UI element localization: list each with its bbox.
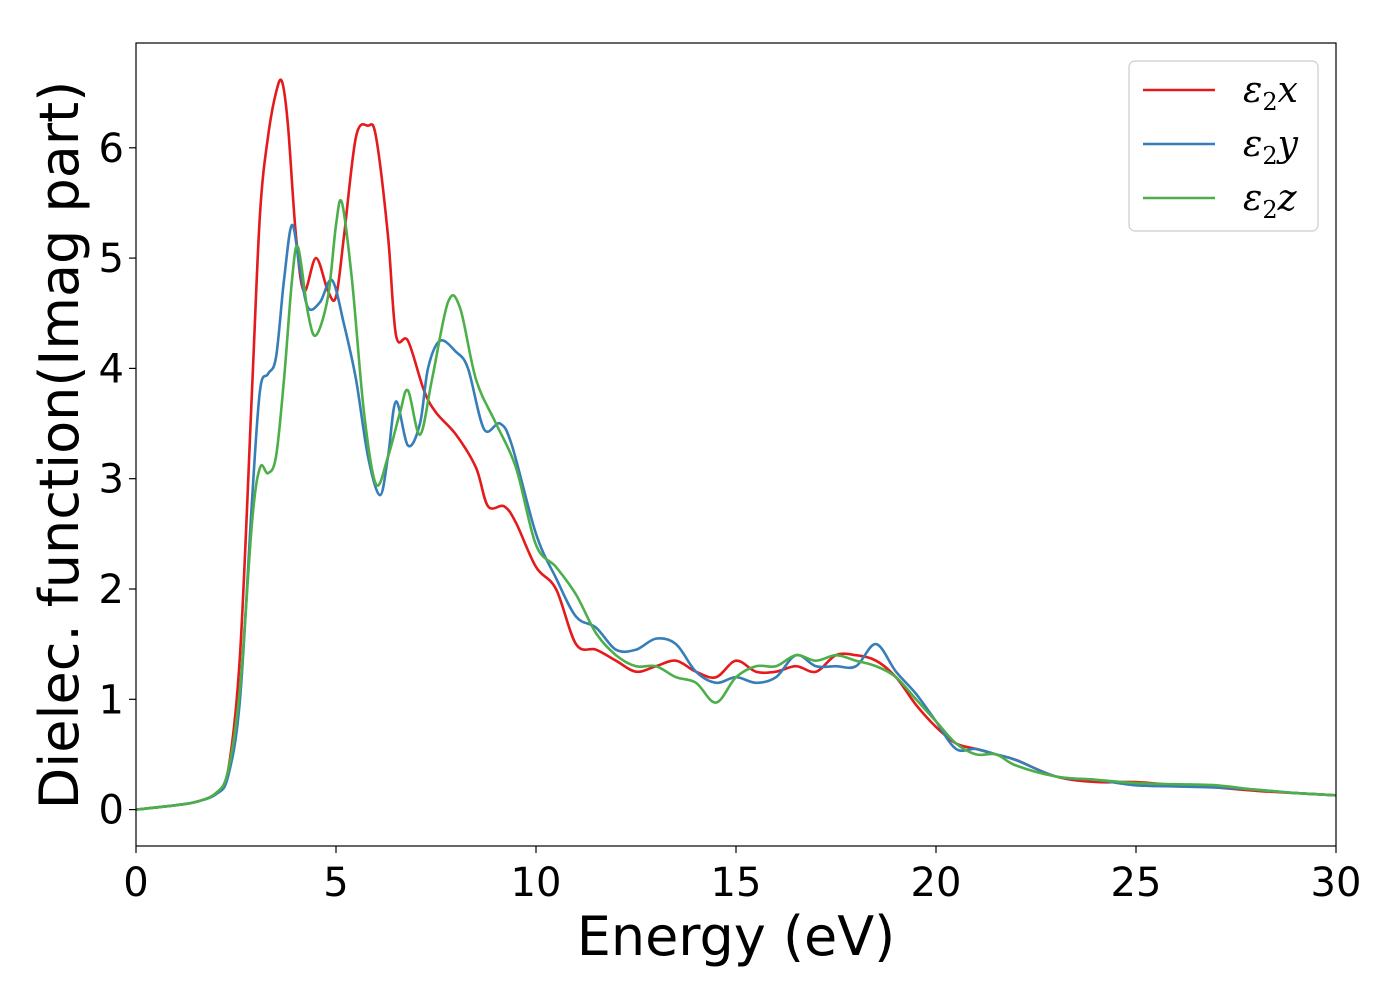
series-line-y bbox=[135, 223, 1337, 811]
x-tick-label: 30 bbox=[1311, 860, 1362, 906]
y-tick-label: 5 bbox=[99, 236, 124, 282]
y-tick-label: 0 bbox=[99, 788, 124, 834]
x-tick-label: 20 bbox=[911, 860, 962, 906]
y-tick-label: 3 bbox=[99, 457, 124, 503]
x-tick-label: 0 bbox=[123, 860, 148, 906]
plot-lines bbox=[135, 78, 1337, 811]
x-tick-label: 25 bbox=[1111, 860, 1162, 906]
y-tick-label: 2 bbox=[99, 567, 124, 613]
x-tick-label: 5 bbox=[323, 860, 348, 906]
legend-label-y: ε2y bbox=[1243, 124, 1299, 170]
legend-frame bbox=[1128, 60, 1319, 232]
x-tick-label: 10 bbox=[511, 860, 562, 906]
x-axis-label: Energy (eV) bbox=[577, 905, 896, 968]
y-axis-ticks: 0 1 2 3 4 5 6 bbox=[99, 126, 136, 834]
legend-label-x: ε2x bbox=[1243, 70, 1298, 116]
y-tick-label: 4 bbox=[99, 346, 124, 392]
y-axis-label: Dielec. function(Imag part) bbox=[28, 81, 91, 810]
y-tick-label: 6 bbox=[99, 126, 124, 172]
legend-label-z: ε2z bbox=[1243, 178, 1298, 224]
x-tick-label: 15 bbox=[711, 860, 762, 906]
series-line-z bbox=[135, 198, 1337, 811]
y-tick-label: 1 bbox=[99, 677, 124, 723]
plot-frame bbox=[135, 42, 1337, 847]
legend: ε2x ε2y ε2z bbox=[1128, 60, 1319, 232]
x-axis-ticks: 0 5 10 15 20 25 30 bbox=[123, 846, 1361, 906]
